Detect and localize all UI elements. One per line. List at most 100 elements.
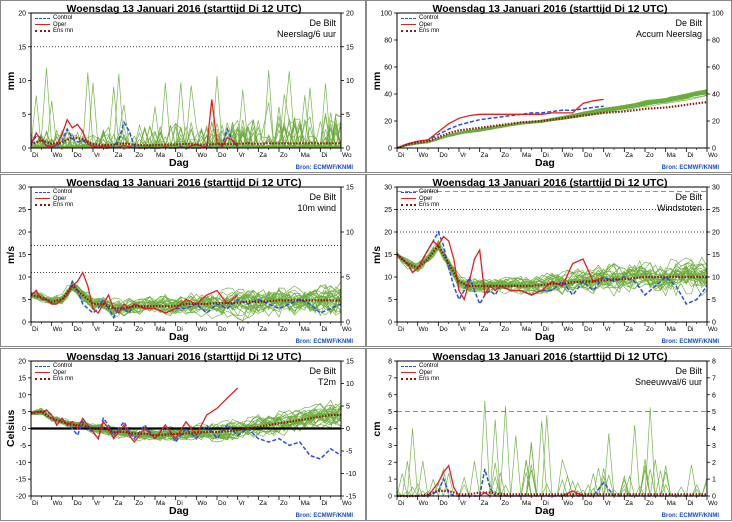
chart-svg: 0 5 10 15 20 25 30 0 5 10 15 Di Wo Do Vr Za Zo Ma Di Wo Do Vr… bbox=[18, 185, 354, 334]
x-tick-label: Wo bbox=[419, 152, 429, 159]
x-tick-label: Do bbox=[73, 500, 82, 507]
legend-swatch bbox=[401, 378, 416, 381]
variable-label: T2m bbox=[318, 377, 336, 387]
x-tick-label: Wo bbox=[53, 152, 63, 159]
ensemble-member-line bbox=[397, 95, 707, 148]
y-axis-unit: cm bbox=[371, 420, 383, 437]
y-tick-label: 0 bbox=[22, 426, 26, 433]
y2-tick-label: 10 bbox=[712, 275, 720, 282]
x-tick-label: Do bbox=[218, 500, 227, 507]
legend: Control Oper Ens mn bbox=[35, 15, 73, 35]
x-tick-label: Zo bbox=[135, 326, 143, 333]
ensemble-members bbox=[31, 67, 341, 148]
y-tick-label: 20 bbox=[18, 11, 26, 18]
y2-tick-label: 20 bbox=[712, 230, 720, 237]
x-axis-label: Dag bbox=[535, 157, 555, 169]
y2-tick-label: 100 bbox=[712, 11, 724, 18]
x-tick-label: Di bbox=[543, 326, 549, 333]
y-tick-label: 0 bbox=[388, 320, 392, 327]
series-oper bbox=[396, 235, 604, 302]
x-tick-label: Zo bbox=[135, 500, 143, 507]
legend-row: Ens mn bbox=[401, 376, 439, 383]
panel-title: Woensdag 13 Januari 2016 (starttijd Di 1… bbox=[432, 351, 668, 363]
legend-label: Ens mn bbox=[419, 202, 440, 208]
x-tick-label: Vr bbox=[605, 152, 612, 159]
accum-neerslag-panel: 0 20 40 60 80 100 0 20 40 60 80 100 Di Wo Do Vr Za Zo Ma Di… bbox=[366, 0, 732, 173]
y-axis-unit: m/s bbox=[371, 245, 383, 264]
y-tick-label: 20 bbox=[18, 359, 26, 366]
legend: Control Oper Ens mn bbox=[401, 15, 439, 35]
y2-tick-label: -5 bbox=[346, 449, 352, 456]
legend-row: Ens mn bbox=[35, 202, 73, 209]
legend-label: Oper bbox=[419, 195, 433, 202]
legend-swatch bbox=[35, 372, 50, 374]
chart-svg: -20 -15 -10 -5 0 5 10 15 20 -15 -10 -5 0 5 10 15 Di Wo Do V… bbox=[16, 359, 356, 508]
y2-tick-label: 0 bbox=[712, 494, 716, 501]
legend-label: Oper bbox=[53, 369, 67, 376]
x-tick-label: Wo bbox=[53, 326, 63, 333]
x-tick-label: Ma bbox=[522, 326, 531, 333]
x-tick-label: Do bbox=[439, 326, 448, 333]
legend-swatch bbox=[35, 365, 50, 367]
x-axis-label: Dag bbox=[169, 505, 189, 517]
y-tick-label: 100 bbox=[380, 11, 392, 18]
x-axis-label: Dag bbox=[169, 157, 189, 169]
x-tick-label: Vr bbox=[605, 500, 612, 507]
x-tick-label: Ma bbox=[156, 326, 165, 333]
y2-tick-label: 3 bbox=[712, 443, 716, 450]
x-tick-label: Ma bbox=[667, 326, 676, 333]
x-tick-label: Wo bbox=[197, 500, 207, 507]
chart-svg: 0 5 10 15 20 0 5 10 15 20 Di Wo Do Vr Za Zo Ma Di Wo Do Vr Za… bbox=[18, 11, 354, 160]
y-tick-label: 7 bbox=[388, 375, 392, 382]
legend-swatch bbox=[401, 372, 416, 374]
x-axis-label: Dag bbox=[169, 331, 189, 343]
legend-label: Ens mn bbox=[419, 376, 440, 382]
x-tick-label: Ma bbox=[667, 500, 676, 507]
legend-row: Control bbox=[401, 15, 439, 22]
y2-tick-label: 30 bbox=[712, 185, 720, 192]
legend-row: Control bbox=[401, 189, 439, 196]
y-tick-label: 5 bbox=[22, 112, 26, 119]
x-tick-label: Ma bbox=[667, 152, 676, 159]
source-label: Bron: ECMWF/KNMI bbox=[295, 513, 353, 519]
y-tick-label: 8 bbox=[388, 359, 392, 366]
y-tick-label: 10 bbox=[18, 392, 26, 399]
station-label: De Bilt bbox=[309, 366, 336, 376]
y-tick-label: 80 bbox=[384, 38, 392, 45]
y2-tick-label: 6 bbox=[712, 392, 716, 399]
legend-swatch bbox=[35, 204, 50, 207]
y-tick-label: 10 bbox=[18, 78, 26, 85]
ensemble-member-line bbox=[31, 288, 341, 317]
y-tick-label: 5 bbox=[22, 409, 26, 416]
x-tick-label: Ma bbox=[301, 326, 310, 333]
y-tick-label: 10 bbox=[18, 275, 26, 282]
source-label: Bron: ECMWF/KNMI bbox=[661, 339, 719, 345]
x-tick-label: Zo bbox=[501, 500, 509, 507]
y2-tick-label: 7 bbox=[712, 375, 716, 382]
y-tick-label: 0 bbox=[388, 494, 392, 501]
y-axis-unit: mm bbox=[371, 71, 383, 90]
ensemble-member-line bbox=[31, 285, 341, 322]
panel-title: Woensdag 13 Januari 2016 (starttijd Di 1… bbox=[432, 3, 668, 15]
x-tick-label: Za bbox=[115, 326, 123, 333]
legend-swatch bbox=[35, 378, 50, 381]
series-ens-mn bbox=[30, 136, 341, 147]
y-tick-label: 6 bbox=[388, 392, 392, 399]
legend-swatch bbox=[401, 198, 416, 200]
station-label: De Bilt bbox=[309, 18, 336, 28]
x-tick-label: Do bbox=[584, 500, 593, 507]
y-tick-label: 60 bbox=[384, 65, 392, 72]
series-oper bbox=[30, 270, 239, 315]
variable-label: Windstoten bbox=[656, 203, 702, 213]
x-tick-label: Do bbox=[439, 152, 448, 159]
x-tick-label: Vr bbox=[239, 326, 246, 333]
ensemble-member-line bbox=[31, 283, 341, 311]
x-tick-label: Ma bbox=[522, 500, 531, 507]
chart-svg: 0 5 10 15 20 25 30 0 5 10 15 20 25 30 Di Wo Do Vr Za Zo Ma Di… bbox=[384, 185, 720, 334]
y-tick-label: 3 bbox=[388, 443, 392, 450]
chart-svg: 0 1 2 3 4 5 6 7 8 0 1 2 3 4 5 6 7 8 Di Wo Do Vr Za Zo Ma Di Wo Do Vr… bbox=[388, 359, 718, 508]
y-axis-unit: m/s bbox=[5, 245, 17, 264]
x-tick-label: Vr bbox=[239, 500, 246, 507]
x-tick-label: Zo bbox=[646, 326, 654, 333]
